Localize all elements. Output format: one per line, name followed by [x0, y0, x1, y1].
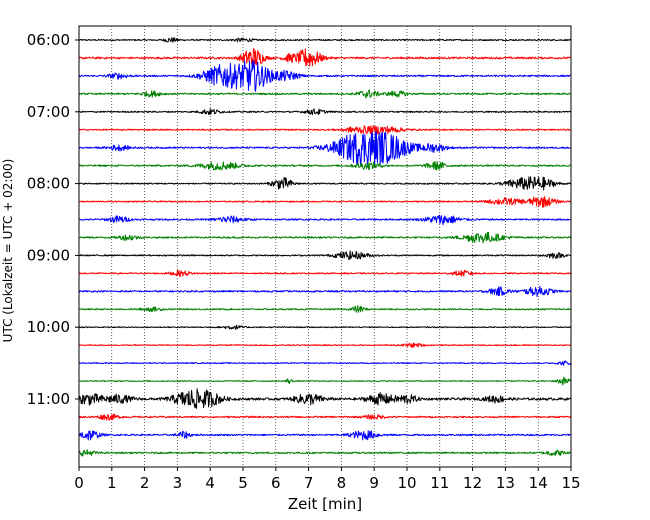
x-tick-label: 7	[304, 474, 314, 492]
y-tick-label: 08:00	[27, 175, 70, 193]
trace-0730	[78, 131, 572, 166]
x-tick-label: 11	[430, 474, 449, 492]
trace-1115	[78, 413, 572, 421]
trace-0845	[78, 231, 572, 244]
y-tick-label: 09:00	[27, 246, 70, 264]
x-tick-label: 1	[107, 474, 117, 492]
x-tick-label: 2	[140, 474, 150, 492]
trace-1015	[78, 342, 572, 348]
trace-0615	[78, 48, 572, 70]
plot-frame	[78, 25, 572, 468]
y-tick-label: 10:00	[27, 318, 70, 336]
trace-1145	[78, 449, 572, 457]
trace-0915	[78, 269, 572, 278]
trace-0945	[78, 305, 572, 313]
x-tick-label: 5	[238, 474, 248, 492]
trace-0715	[78, 125, 572, 135]
x-tick-label: 14	[529, 474, 548, 492]
x-tick-label: 4	[205, 474, 215, 492]
x-tick-label: 8	[337, 474, 347, 492]
trace-0700	[78, 108, 572, 116]
trace-0930	[78, 285, 572, 297]
x-tick-label: 6	[271, 474, 281, 492]
trace-1045	[78, 376, 572, 386]
trace-0645	[78, 89, 572, 99]
trace-0630	[78, 59, 572, 92]
x-tick-label: 3	[173, 474, 183, 492]
x-axis-ticks: 0 1 2 3 4 5 6 7 8 9 10 11 12 13 14 15	[74, 467, 581, 492]
x-tick-label: 10	[397, 474, 416, 492]
y-axis-ticks: 06:00 07:00 08:00 09:00 10:00 11:00	[27, 31, 79, 408]
trace-0745	[78, 160, 572, 171]
trace-0900	[78, 250, 572, 261]
trace-1130	[78, 430, 572, 441]
x-axis-title: Zeit [min]	[288, 495, 362, 513]
x-tick-label: 13	[496, 474, 515, 492]
x-tick-label: 15	[561, 474, 580, 492]
trace-0800	[78, 176, 572, 191]
y-tick-label: 07:00	[27, 103, 70, 121]
trace-0600	[78, 37, 572, 43]
x-tick-label: 9	[369, 474, 379, 492]
x-tick-label: 12	[463, 474, 482, 492]
seismic-traces	[78, 37, 572, 457]
y-tick-label: 06:00	[27, 31, 70, 49]
trace-0830	[78, 214, 572, 226]
x-tick-label: 0	[74, 474, 84, 492]
trace-1030	[78, 360, 572, 366]
y-tick-label: 11:00	[27, 390, 70, 408]
trace-1100	[78, 388, 572, 409]
y-axis-title: UTC (Lokalzeit = UTC + 02:00)	[1, 159, 15, 343]
trace-0815	[78, 196, 572, 208]
trace-1000	[78, 324, 572, 330]
